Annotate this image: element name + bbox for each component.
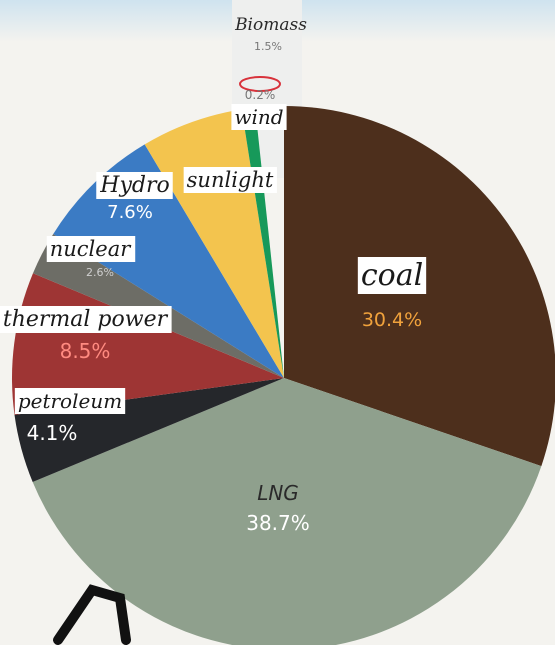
slice-label: petroleum: [18, 389, 122, 413]
slice-label: coal: [361, 258, 423, 293]
pie-labels: coal 30.4% LNG 38.7% petroleum 4.1% thermal po…: [0, 15, 427, 535]
pen-stroke-decoration: [53, 584, 131, 645]
slice-value-label: 7.6%: [107, 202, 153, 223]
annotation-circle: [239, 76, 281, 92]
slice-label-background: [231, 104, 287, 130]
slice-value-label: 38.7%: [246, 511, 310, 535]
slice-value-label: 2.6%: [86, 266, 114, 279]
slice-label-background: [96, 172, 173, 199]
pie-slice-hydro: [53, 144, 284, 378]
slice-label-background: [183, 167, 277, 193]
slice-label-background: [46, 236, 136, 262]
slice-label-background: [14, 388, 126, 414]
slice-label: Biomass: [234, 15, 307, 35]
pie-slice-nuclear: [32, 233, 284, 378]
slice-value-label: 8.5%: [60, 339, 111, 363]
slice-label: LNG: [257, 481, 299, 505]
slice-value-label: 30.4%: [362, 309, 422, 331]
slice-label: wind: [234, 105, 283, 129]
slice-value-label: 1.5%: [254, 40, 282, 53]
slice-value-label: 4.1%: [27, 421, 78, 445]
pie-slice-petroleum: [14, 378, 284, 482]
pie-slice-lng: [32, 378, 542, 645]
slice-label: nuclear: [50, 237, 132, 261]
slice-label: sunlight: [187, 168, 274, 192]
pie-slices: [11, 106, 555, 645]
slice-value-label: 0.2%: [245, 88, 276, 102]
slice-label: thermal power: [3, 307, 169, 332]
slice-label-background: [357, 257, 427, 294]
slice-label-background: [0, 306, 172, 333]
slice-label: Hydro: [99, 173, 169, 198]
